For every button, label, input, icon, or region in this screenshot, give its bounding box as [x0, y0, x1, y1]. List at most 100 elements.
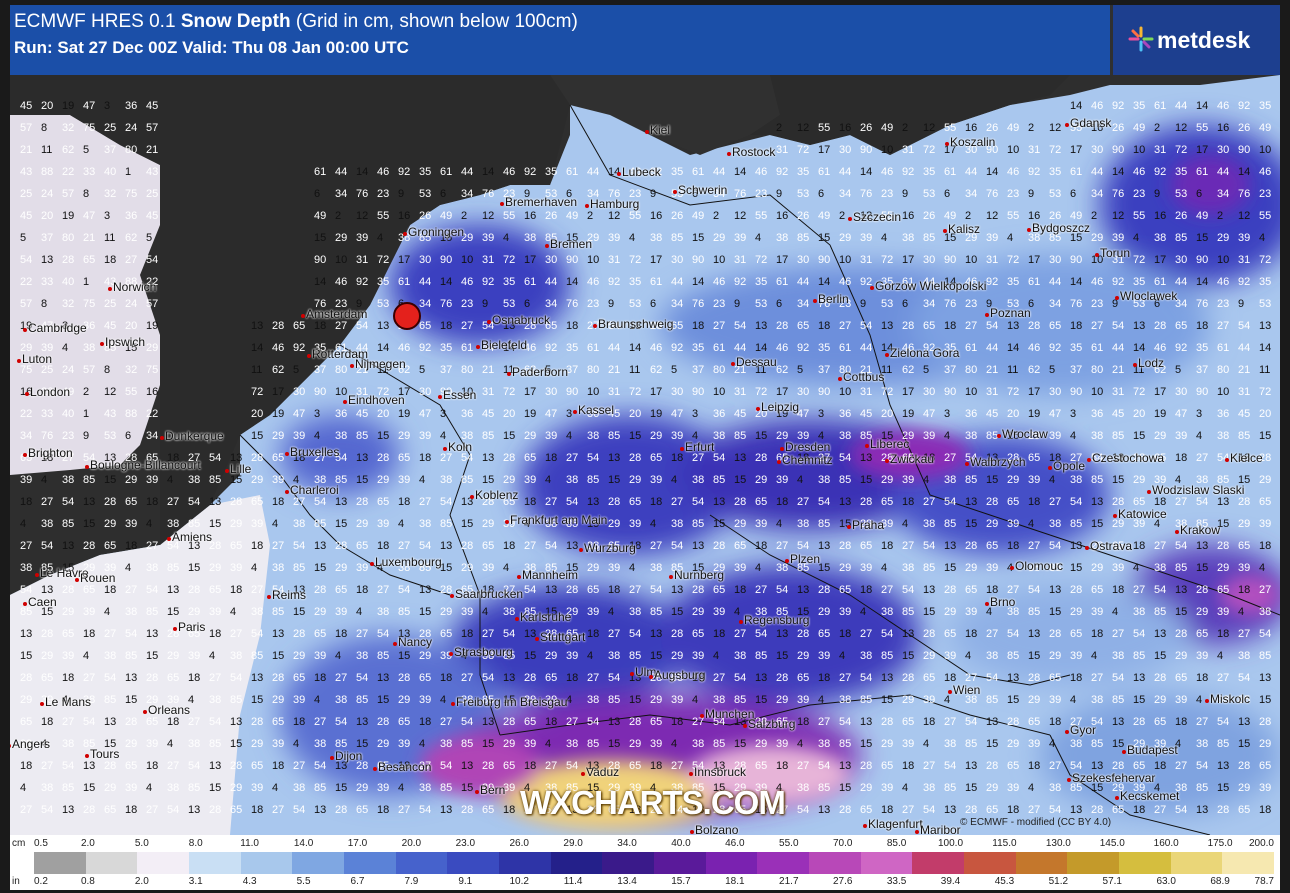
- grid-value: 13: [713, 760, 726, 772]
- grid-value: 39: [356, 562, 369, 574]
- grid-value: 39: [125, 518, 138, 530]
- grid-value: 46: [629, 166, 642, 178]
- grid-value: 28: [167, 628, 180, 640]
- grid-value: 38: [1091, 430, 1104, 442]
- grid-value: 13: [83, 760, 96, 772]
- grid-value: 39: [335, 606, 348, 618]
- grid-value: 29: [818, 606, 831, 618]
- grid-value: 5: [923, 364, 930, 376]
- grid-value: 16: [902, 210, 915, 222]
- grid-value: 38: [818, 738, 831, 750]
- grid-value: 20: [1259, 408, 1272, 420]
- grid-value: 29: [377, 738, 390, 750]
- legend-label: 4.3: [242, 876, 257, 887]
- city-dot: [1113, 514, 1117, 518]
- grid-value: 13: [125, 672, 138, 684]
- grid-value: 18: [1007, 540, 1020, 552]
- grid-value: 38: [671, 782, 684, 794]
- grid-value: 80: [713, 364, 726, 376]
- grid-value: 2: [839, 210, 846, 222]
- grid-value: 34: [1217, 188, 1230, 200]
- grid-value: 39: [1196, 650, 1209, 662]
- grid-value: 54: [1112, 672, 1125, 684]
- grid-value: 15: [356, 738, 369, 750]
- grid-value: 3: [1070, 408, 1077, 420]
- grid-value: 46: [503, 166, 516, 178]
- city-dot: [915, 830, 919, 834]
- city-dot: [727, 152, 731, 156]
- grid-value: 54: [62, 760, 75, 772]
- city-dot: [470, 495, 474, 499]
- grid-value: 29: [692, 606, 705, 618]
- grid-value: 44: [671, 276, 684, 288]
- grid-value: 28: [1049, 628, 1062, 640]
- grid-value: 8: [41, 122, 48, 134]
- grid-value: 85: [1238, 430, 1251, 442]
- grid-value: 2: [1091, 210, 1098, 222]
- grid-value: 28: [608, 760, 621, 772]
- grid-value: 13: [713, 496, 726, 508]
- sea-north: [10, 75, 570, 545]
- grid-value: 21: [482, 364, 495, 376]
- grid-value: 38: [482, 650, 495, 662]
- grid-value: 24: [125, 298, 138, 310]
- city-dot: [443, 447, 447, 451]
- city-dot: [813, 299, 817, 303]
- grid-value: 10: [965, 254, 978, 266]
- grid-value: 15: [335, 782, 348, 794]
- metdesk-logo[interactable]: metdesk: [1113, 5, 1280, 75]
- grid-value: 28: [1217, 804, 1230, 816]
- grid-value: 38: [209, 694, 222, 706]
- grid-value: 4: [1028, 518, 1035, 530]
- grid-value: 13: [62, 540, 75, 552]
- grid-value: 4: [146, 782, 153, 794]
- grid-value: 28: [860, 760, 873, 772]
- city-dot: [777, 460, 781, 464]
- grid-value: 6: [125, 430, 132, 442]
- grid-value: 40: [62, 276, 75, 288]
- city-label: Hamburg: [590, 197, 640, 211]
- grid-value: 61: [335, 342, 348, 354]
- grid-value: 39: [272, 738, 285, 750]
- grid-value: 72: [881, 386, 894, 398]
- city-label: Koblenz: [475, 488, 519, 502]
- snow-depth-map[interactable]: [10, 75, 1280, 835]
- grid-value: 13: [1091, 760, 1104, 772]
- city-dot: [630, 672, 634, 676]
- legend-label: 51.2: [1048, 876, 1069, 887]
- grid-value: 38: [608, 650, 621, 662]
- city-dot: [985, 313, 989, 317]
- grid-value: 27: [629, 584, 642, 596]
- grid-value: 9: [986, 298, 993, 310]
- grid-value: 29: [146, 342, 159, 354]
- grid-value: 13: [1196, 540, 1209, 552]
- grid-value: 32: [125, 364, 138, 376]
- grid-value: 19: [62, 210, 75, 222]
- grid-value: 76: [944, 298, 957, 310]
- grid-value: 65: [734, 804, 747, 816]
- grid-value: 44: [1091, 166, 1104, 178]
- grid-value: 13: [398, 628, 411, 640]
- grid-value: 27: [944, 716, 957, 728]
- city-label: Bydgoszcz: [1032, 221, 1091, 235]
- grid-value: 54: [671, 540, 684, 552]
- grid-value: 72: [1175, 144, 1188, 156]
- grid-value: 38: [524, 562, 537, 574]
- grid-value: 17: [650, 254, 663, 266]
- grid-value: 9: [1112, 298, 1119, 310]
- grid-value: 28: [797, 628, 810, 640]
- grid-value: 18: [902, 496, 915, 508]
- grid-value: 38: [1049, 518, 1062, 530]
- location-marker[interactable]: [393, 302, 421, 330]
- grid-value: 38: [965, 430, 978, 442]
- grid-value: 39: [923, 430, 936, 442]
- grid-value: 18: [377, 540, 390, 552]
- grid-value: 28: [608, 496, 621, 508]
- city-dot: [1095, 253, 1099, 257]
- grid-value: 54: [1175, 540, 1188, 552]
- grid-value: 37: [566, 364, 579, 376]
- grid-value: 28: [1070, 584, 1083, 596]
- grid-value: 39: [986, 562, 999, 574]
- grid-value: 27: [986, 628, 999, 640]
- grid-value: 12: [1238, 210, 1251, 222]
